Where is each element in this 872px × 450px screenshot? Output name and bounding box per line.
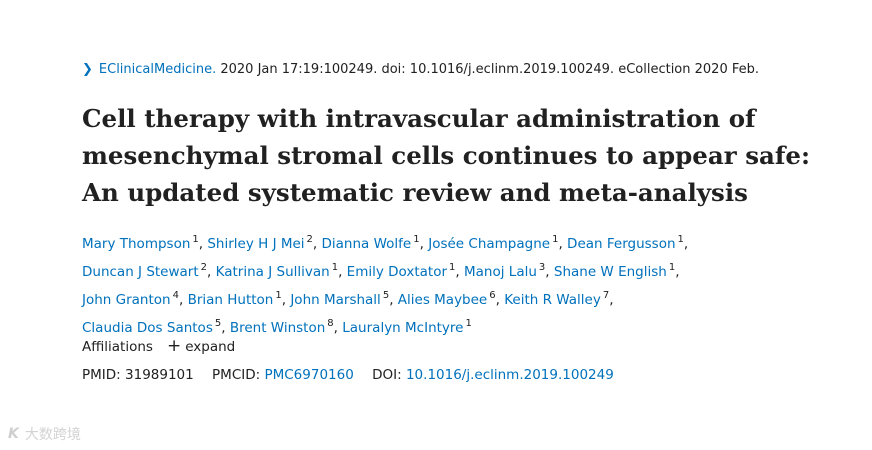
author-link[interactable]: Keith R Walley — [504, 292, 601, 308]
pmid-value: 31989101 — [125, 367, 194, 383]
author-link[interactable]: Brent Winston — [229, 320, 326, 336]
affiliation-number[interactable]: 8 — [327, 318, 334, 329]
affiliation-number[interactable]: 2 — [200, 262, 208, 273]
author-item: Dean Fergusson 1, — [567, 234, 689, 252]
affiliation-number[interactable]: 1 — [192, 234, 199, 245]
author-item: Alies Maybee 6, — [397, 290, 505, 308]
affiliation-number[interactable]: 1 — [465, 318, 472, 329]
watermark-logo-icon: K — [8, 426, 19, 442]
title-line: mesenchymal stromal cells continues to a… — [82, 141, 811, 170]
doi-label: DOI: — [372, 367, 402, 383]
author-item: Lauralyn McIntyre 1 — [342, 318, 472, 336]
author-link[interactable]: Lauralyn McIntyre — [342, 320, 464, 336]
author-link[interactable]: John Marshall — [290, 292, 381, 308]
author-item: Mary Thompson 1, — [82, 234, 208, 252]
watermark: K 大数跨境 — [8, 424, 81, 444]
author-link[interactable]: Katrina J Sullivan — [215, 264, 330, 280]
affiliation-number[interactable]: 1 — [449, 262, 456, 273]
author-link[interactable]: Emily Doxtator — [346, 264, 448, 280]
title-line: An updated systematic review and meta-an… — [82, 178, 748, 207]
affiliation-number[interactable]: 2 — [306, 234, 313, 245]
affiliation-number[interactable]: 4 — [172, 290, 179, 301]
citation-details: 2020 Jan 17:19:100249. doi: 10.1016/j.ec… — [216, 62, 759, 77]
affiliation-number[interactable]: 1 — [677, 234, 684, 245]
affiliation-number[interactable]: 1 — [275, 290, 282, 301]
plus-icon[interactable]: + — [166, 336, 182, 356]
author-item: Manoj Lalu 3, — [464, 262, 554, 280]
pmcid-label: PMCID: — [212, 367, 261, 383]
affiliation-number[interactable]: 1 — [331, 262, 339, 273]
author-item: Katrina J Sullivan 1, — [215, 262, 347, 280]
author-link[interactable]: Shane W English — [553, 264, 667, 280]
author-item: Emily Doxtator 1, — [346, 262, 465, 280]
author-item: John Marshall 5, — [290, 290, 398, 308]
expand-button[interactable]: expand — [185, 338, 236, 355]
affiliation-number[interactable]: 6 — [489, 290, 496, 301]
author-item: Dianna Wolfe 1, — [321, 234, 429, 252]
author-link[interactable]: Josée Champagne — [428, 236, 551, 252]
author-item: Claudia Dos Santos 5, — [82, 318, 230, 336]
affiliation-number[interactable]: 1 — [413, 234, 420, 245]
author-link[interactable]: Dean Fergusson — [567, 236, 676, 252]
author-item: Keith R Walley 7, — [504, 290, 614, 308]
affiliations-row: Affiliations + expand — [82, 338, 235, 355]
author-item: Duncan J Stewart 2, — [82, 262, 216, 280]
authors-list: Mary Thompson 1, Shirley H J Mei 2, Dianna… — [82, 228, 802, 340]
affiliation-number[interactable]: 3 — [538, 262, 546, 273]
citation-line: ❯ EClinicalMedicine. 2020 Jan 17:19:10024… — [82, 62, 759, 77]
identifiers: PMID: 31989101 PMCID: PMC6970160 DOI: 10… — [82, 367, 614, 383]
author-item: Brian Hutton 1, — [187, 290, 291, 308]
pmcid-link[interactable]: PMC6970160 — [264, 367, 354, 383]
affiliation-number[interactable]: 5 — [382, 290, 390, 301]
author-link[interactable]: Dianna Wolfe — [321, 236, 412, 252]
journal-link[interactable]: EClinicalMedicine. — [98, 62, 217, 77]
pmid-label: PMID: — [82, 367, 121, 383]
author-item: Shane W English 1, — [553, 262, 680, 280]
author-link[interactable]: Brian Hutton — [187, 292, 274, 308]
author-link[interactable]: Mary Thompson — [82, 236, 191, 252]
author-item: Brent Winston 8, — [229, 318, 343, 336]
author-link[interactable]: John Granton — [82, 292, 171, 308]
affiliations-label: Affiliations — [82, 338, 153, 355]
doi-link[interactable]: 10.1016/j.eclinm.2019.100249 — [405, 367, 614, 383]
article-title: Cell therapy with intravascular administ… — [82, 100, 842, 211]
author-link[interactable]: Shirley H J Mei — [207, 236, 305, 252]
author-link[interactable]: Duncan J Stewart — [82, 264, 199, 280]
affiliation-number[interactable]: 7 — [602, 290, 610, 301]
affiliation-number[interactable]: 1 — [552, 234, 559, 245]
author-item: Josée Champagne 1, — [428, 234, 568, 252]
title-line: Cell therapy with intravascular administ… — [82, 104, 756, 133]
author-link[interactable]: Claudia Dos Santos — [82, 320, 213, 336]
author-link[interactable]: Alies Maybee — [397, 292, 488, 308]
watermark-text: 大数跨境 — [24, 427, 81, 443]
affiliation-number[interactable]: 5 — [214, 318, 222, 329]
chevron-right-icon[interactable]: ❯ — [82, 62, 93, 77]
author-item: John Granton 4, — [82, 290, 188, 308]
affiliation-number[interactable]: 1 — [668, 262, 676, 273]
author-link[interactable]: Manoj Lalu — [464, 264, 537, 280]
author-item: Shirley H J Mei 2, — [207, 234, 322, 252]
